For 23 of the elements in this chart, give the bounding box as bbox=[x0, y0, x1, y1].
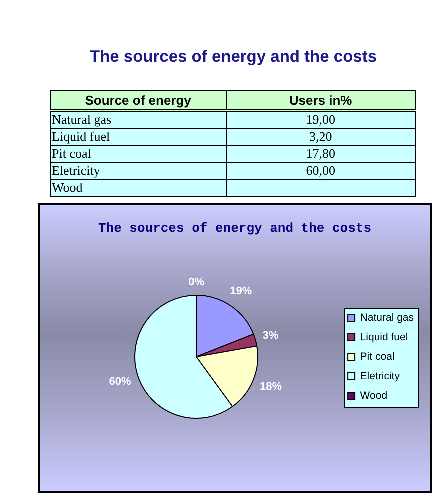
legend-label: Liquid fuel bbox=[360, 331, 408, 344]
source-note: Source of energy bbox=[50, 90, 226, 110]
legend-label: Wood bbox=[360, 390, 388, 402]
data-label: 3% bbox=[262, 330, 279, 342]
category-label: Pit coal bbox=[50, 146, 226, 162]
text: 0% bbox=[188, 276, 204, 289]
category-label: Natural gas bbox=[50, 110, 226, 128]
data-label: 60,00 bbox=[226, 162, 416, 180]
category-label: Eletricity bbox=[50, 162, 226, 180]
data-label: 18% bbox=[260, 381, 282, 394]
legend-label: Pit coal bbox=[360, 350, 395, 363]
legend-label: Eletricity bbox=[360, 370, 401, 382]
data-label: 19,00 bbox=[226, 110, 416, 128]
chart-title: The sources of energy and the costs bbox=[97, 221, 373, 237]
category-label: Liquid fuel bbox=[50, 128, 226, 146]
data-label: 19% bbox=[230, 285, 252, 298]
data-label: 60% bbox=[109, 376, 132, 388]
text: Users in% bbox=[226, 90, 416, 110]
category-label: Wood bbox=[50, 180, 226, 196]
legend-label: Natural gas bbox=[360, 312, 414, 324]
data-label: 3,20 bbox=[226, 128, 416, 146]
text: The sources of energy and the costs bbox=[89, 48, 378, 67]
data-label: 17,80 bbox=[226, 146, 416, 162]
